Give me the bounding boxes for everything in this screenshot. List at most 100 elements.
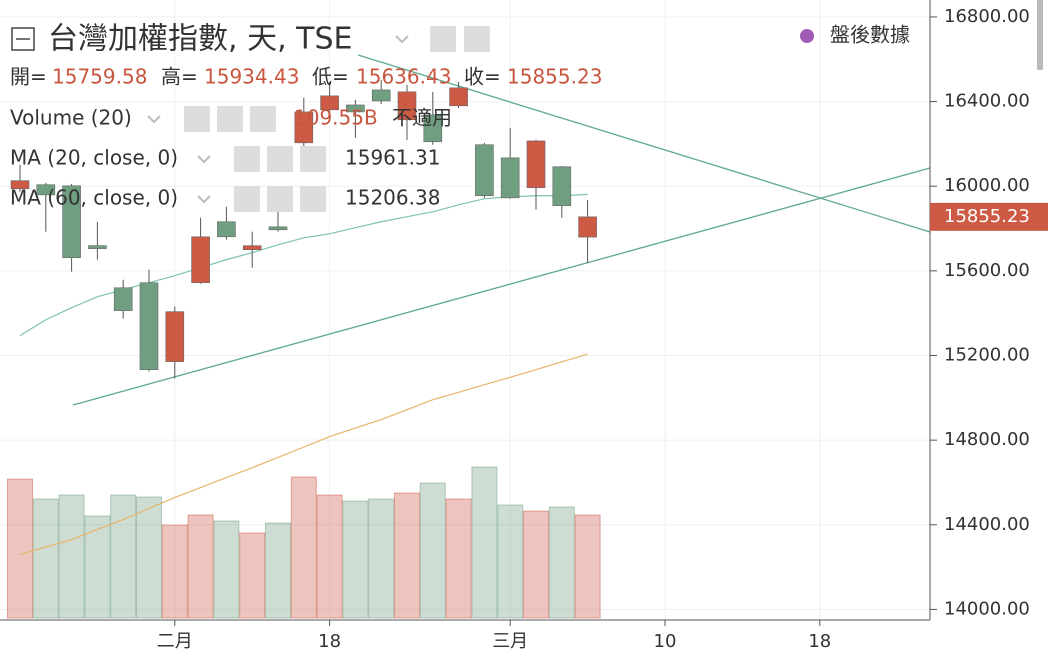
volume-bar: [548, 506, 575, 619]
volume-bar: [368, 498, 395, 619]
eye-button[interactable]: [234, 186, 260, 212]
volume-bar: [110, 494, 137, 619]
candle-body: [62, 185, 81, 259]
volume-value: 109.55B: [294, 106, 378, 130]
volume-bar: [342, 500, 369, 619]
candle-body: [165, 311, 185, 362]
y-tick-label: 16000.00: [944, 175, 1030, 196]
axes: 14000.00 14400.00 14800.00 15200.00 15600.00…: [157, 6, 1048, 652]
y-tick-label: 14000.00: [944, 598, 1030, 619]
candle-body: [268, 226, 288, 231]
volume-bar: [523, 510, 549, 619]
volume-bar: [445, 498, 472, 619]
chart-title: 台灣加權指數, 天, TSE: [48, 22, 352, 57]
ma-line: [19, 353, 588, 555]
volume-bar: [239, 532, 266, 619]
ohlc-label: 低=: [312, 65, 349, 89]
candle-body: [113, 287, 133, 311]
volume-bar: [497, 504, 524, 619]
ohlc-value: 15759.58: [52, 65, 147, 89]
x-tick-label: 二月: [157, 631, 193, 652]
candle-body: [423, 114, 443, 143]
dropdown[interactable]: [395, 35, 409, 44]
ohlc-value: 15855.23: [507, 65, 602, 89]
candle-body: [320, 95, 339, 111]
volume-bar: [7, 478, 33, 619]
volume-bar: [265, 522, 291, 619]
eye-button[interactable]: [430, 26, 456, 52]
remove-button[interactable]: [250, 106, 276, 132]
volume-bar: [574, 514, 601, 619]
price-tag-label: 15855.23: [944, 206, 1030, 227]
candle-body: [242, 245, 262, 250]
volume-note: 不適用: [392, 106, 452, 130]
candle-body: [139, 282, 159, 370]
volume-bar: [136, 496, 162, 619]
grid: [0, 0, 930, 620]
legend: 台灣加權指數, 天, TSE 盤後數據 開= 15759.58 高= 15934…: [10, 22, 910, 212]
y-tick-label: 14400.00: [944, 514, 1030, 535]
candle-body: [371, 89, 391, 102]
candle-body: [500, 157, 520, 199]
ma-value: 15206.38: [345, 186, 440, 210]
dropdown[interactable]: [197, 195, 211, 204]
ma-label: MA (60, close, 0): [10, 186, 178, 210]
candle-body: [346, 104, 365, 113]
ohlc-value: 15934.43: [204, 65, 299, 89]
candle-body: [10, 180, 30, 190]
volume-bar: [187, 514, 214, 619]
volume-bar: [161, 524, 188, 619]
settings-button[interactable]: [217, 106, 243, 132]
trend-line: [72, 167, 931, 406]
ma-label: MA (20, close, 0): [10, 146, 178, 170]
badge: 盤後數據: [830, 23, 910, 47]
settings-button[interactable]: [267, 146, 293, 172]
volume-bar: [213, 520, 240, 619]
volume-bar: [316, 494, 343, 619]
remove-button[interactable]: [300, 146, 326, 172]
candle-body: [191, 236, 210, 284]
candles: [10, 79, 597, 379]
remove-button[interactable]: [300, 186, 326, 212]
settings-button[interactable]: [464, 26, 490, 52]
candle-body: [36, 184, 56, 196]
ohlc-label: 高=: [161, 65, 198, 89]
candle-body: [475, 144, 494, 197]
y-tick-label: 14800.00: [944, 429, 1030, 450]
badge-dot: [800, 29, 814, 43]
ohlc-label: 開=: [10, 65, 47, 89]
x-tick-label: 10: [654, 631, 677, 652]
eye-button[interactable]: [234, 146, 260, 172]
volume-bar: [419, 482, 446, 619]
candle-body: [397, 91, 417, 121]
candle-body: [449, 87, 468, 107]
volume-bar: [32, 498, 59, 619]
ohlc-value: 15636.43: [356, 65, 451, 89]
x-tick-label: 三月: [492, 631, 528, 652]
volume-bar: [290, 476, 317, 619]
ohlc-label: 收=: [464, 65, 501, 89]
y-tick-label: 16400.00: [944, 91, 1030, 112]
volume-bar: [58, 494, 85, 619]
ma-line: [19, 193, 588, 337]
volume-bar: [84, 515, 111, 619]
volume-pane: [7, 466, 601, 619]
volume-bar: [471, 466, 498, 619]
dropdown[interactable]: [147, 115, 161, 124]
x-tick-label: 18: [318, 631, 341, 652]
candle-body: [526, 140, 546, 188]
candle-body: [88, 245, 107, 249]
candle-body: [578, 216, 597, 238]
y-tick-label: 15600.00: [944, 260, 1030, 281]
price-tag: [930, 202, 1048, 231]
volume-bar: [394, 492, 420, 619]
dropdown[interactable]: [197, 155, 211, 164]
y-tick-label: 16800.00: [944, 6, 1030, 27]
settings-button[interactable]: [267, 186, 293, 212]
trend-line: [357, 54, 931, 233]
y-tick-label: 15200.00: [944, 344, 1030, 365]
volume-label: Volume (20): [10, 106, 132, 130]
eye-button[interactable]: [184, 106, 210, 132]
ma-value: 15961.31: [345, 146, 440, 170]
